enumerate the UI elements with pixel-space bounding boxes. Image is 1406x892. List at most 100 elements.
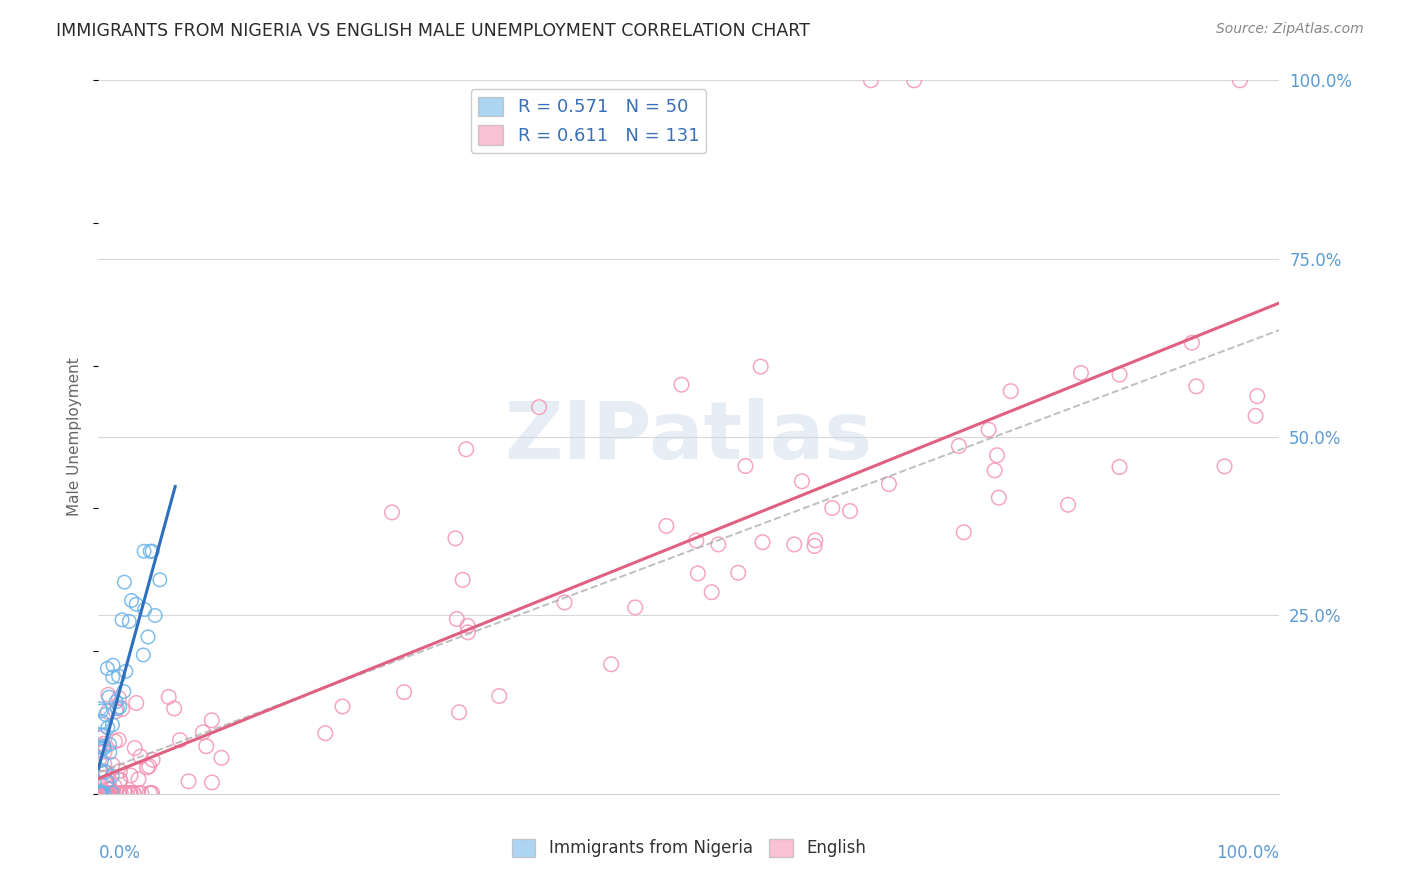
Point	[94, 764, 117, 779]
Point	[191, 725, 214, 739]
Point	[120, 786, 142, 800]
Point	[91, 786, 114, 800]
Point	[97, 777, 120, 791]
Point	[112, 575, 135, 590]
Point	[600, 657, 623, 672]
Point	[804, 533, 827, 548]
Point	[111, 613, 134, 627]
Point	[1057, 498, 1080, 512]
Point	[671, 377, 693, 392]
Point	[93, 757, 115, 772]
Point	[138, 759, 160, 773]
Point	[105, 701, 128, 715]
Point	[751, 535, 773, 549]
Point	[457, 619, 479, 633]
Point	[142, 753, 165, 767]
Point	[952, 525, 974, 540]
Point	[97, 721, 120, 735]
Point	[381, 505, 404, 519]
Point	[727, 566, 749, 580]
Point	[97, 786, 120, 800]
Point	[89, 786, 111, 800]
Point	[839, 504, 862, 518]
Point	[1229, 73, 1251, 87]
Text: 0.0%: 0.0%	[98, 844, 141, 862]
Point	[98, 737, 121, 751]
Point	[700, 585, 723, 599]
Point	[90, 753, 112, 767]
Point	[1070, 366, 1092, 380]
Point	[527, 400, 550, 414]
Point	[1181, 335, 1204, 350]
Point	[91, 786, 114, 800]
Point	[108, 772, 131, 787]
Point	[1000, 384, 1022, 398]
Point	[120, 786, 142, 800]
Point	[89, 786, 111, 800]
Point	[1108, 368, 1130, 382]
Point	[451, 573, 474, 587]
Point	[392, 685, 415, 699]
Point	[332, 699, 354, 714]
Point	[456, 442, 478, 457]
Point	[93, 728, 115, 742]
Point	[783, 537, 806, 551]
Point	[488, 689, 510, 703]
Point	[124, 741, 146, 756]
Point	[120, 786, 142, 800]
Point	[446, 612, 468, 626]
Point	[89, 786, 111, 800]
Point	[157, 690, 180, 704]
Point	[169, 733, 191, 747]
Point	[118, 786, 141, 800]
Point	[89, 779, 111, 793]
Point	[112, 684, 135, 698]
Point	[449, 706, 471, 720]
Point	[457, 625, 479, 640]
Point	[134, 602, 156, 616]
Point	[877, 477, 900, 491]
Text: IMMIGRANTS FROM NIGERIA VS ENGLISH MALE UNEMPLOYMENT CORRELATION CHART: IMMIGRANTS FROM NIGERIA VS ENGLISH MALE …	[56, 22, 810, 40]
Point	[96, 661, 118, 675]
Point	[107, 669, 129, 683]
Point	[98, 786, 121, 800]
Point	[96, 782, 118, 797]
Point	[125, 696, 148, 710]
Point	[859, 73, 882, 87]
Point	[90, 704, 112, 718]
Point	[201, 775, 224, 789]
Point	[195, 739, 218, 754]
Point	[685, 533, 707, 548]
Point	[107, 733, 129, 747]
Text: 100.0%: 100.0%	[1216, 844, 1279, 862]
Point	[108, 700, 131, 714]
Point	[141, 544, 163, 558]
Point	[114, 786, 136, 800]
Point	[89, 764, 111, 778]
Point	[141, 786, 163, 800]
Point	[110, 786, 132, 800]
Point	[104, 734, 127, 748]
Point	[101, 786, 124, 800]
Point	[903, 73, 925, 87]
Point	[90, 786, 112, 800]
Point	[101, 757, 124, 772]
Point	[141, 786, 163, 800]
Point	[97, 786, 120, 800]
Y-axis label: Male Unemployment: Male Unemployment	[67, 358, 83, 516]
Point	[89, 701, 111, 715]
Point	[96, 786, 118, 800]
Point	[90, 763, 112, 777]
Point	[93, 744, 115, 758]
Point	[444, 532, 467, 546]
Point	[94, 786, 117, 800]
Point	[314, 726, 336, 740]
Point	[89, 731, 111, 746]
Point	[129, 749, 152, 764]
Point	[749, 359, 772, 374]
Point	[110, 773, 132, 788]
Point	[103, 779, 125, 793]
Point	[803, 539, 825, 553]
Point	[125, 597, 148, 611]
Point	[128, 772, 150, 787]
